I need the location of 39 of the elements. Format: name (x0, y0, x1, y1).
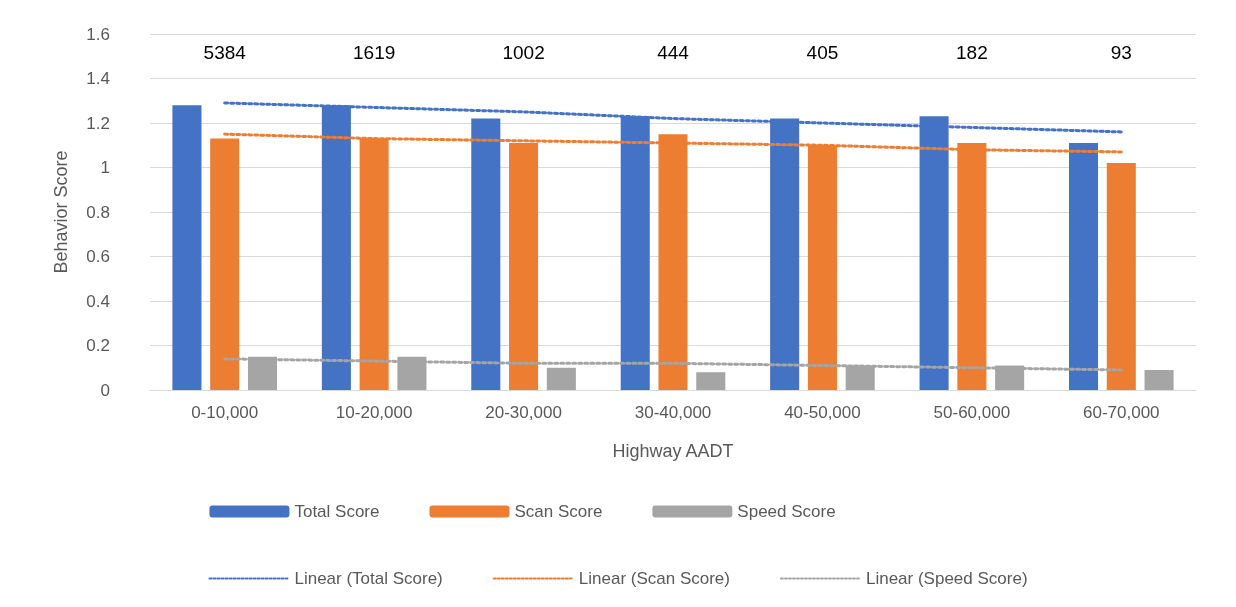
bar (210, 138, 240, 390)
x-axis-title: Highway AADT (612, 441, 734, 461)
y-tick-label: 0.8 (86, 202, 110, 222)
y-tick-label: 0 (100, 380, 110, 400)
y-tick-label: 0.6 (86, 247, 110, 266)
y-tick-label: 1.2 (86, 113, 110, 133)
bar (172, 105, 202, 390)
annotation: 5384 (203, 41, 247, 63)
x-tick-label: 40-50,000 (784, 403, 861, 422)
y-tick-label: 1.6 (86, 24, 110, 44)
annotation: 182 (956, 41, 988, 63)
x-tick-label: 0-10,000 (191, 403, 259, 422)
annotation: 1619 (353, 41, 396, 63)
y-tick-label: 0.4 (86, 291, 110, 311)
legend-label: Linear (Speed Score) (865, 569, 1028, 588)
legend-label: Speed Score (737, 502, 836, 521)
x-tick-label: 50-60,000 (933, 403, 1011, 422)
annotation: 444 (657, 41, 690, 63)
legend-label: Linear (Total Score) (294, 569, 443, 588)
bar (1068, 143, 1099, 390)
bar (471, 118, 501, 390)
x-tick-label: 10-20,000 (335, 403, 413, 422)
y-axis-title: Behavior Score (51, 150, 71, 274)
annotation: 93 (1110, 41, 1132, 63)
x-tick-label: 60-70,000 (1083, 403, 1160, 422)
legend-label: Total Score (294, 502, 380, 521)
x-tick-label: 30-40,000 (634, 403, 712, 422)
legend-label: Linear (Scan Score) (578, 569, 730, 588)
bar (1106, 163, 1136, 390)
bar (546, 367, 576, 390)
x-tick-label: 20-30,000 (485, 403, 562, 422)
legend-label: Scan Score (514, 502, 603, 521)
bar (696, 372, 726, 390)
y-tick-label: 1.4 (86, 69, 110, 88)
y-tick-label: 0.2 (86, 336, 110, 355)
annotation: 405 (806, 41, 839, 63)
bar (1144, 369, 1174, 390)
y-tick-label: 1 (100, 158, 110, 177)
annotation: 1002 (502, 41, 545, 63)
